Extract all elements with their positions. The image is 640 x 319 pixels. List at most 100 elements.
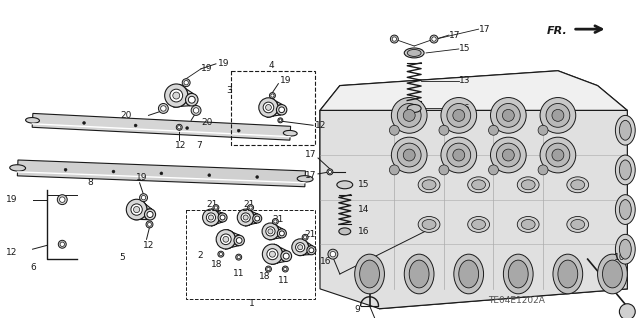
Polygon shape [320, 71, 627, 309]
Circle shape [220, 253, 223, 256]
Ellipse shape [616, 155, 636, 185]
Ellipse shape [620, 160, 631, 180]
Text: 21: 21 [304, 230, 316, 239]
Circle shape [281, 251, 292, 262]
Circle shape [182, 79, 190, 87]
Circle shape [284, 267, 287, 271]
Circle shape [184, 80, 188, 85]
Circle shape [253, 214, 262, 223]
Circle shape [170, 89, 182, 102]
Circle shape [83, 122, 86, 124]
Text: 16: 16 [320, 256, 332, 266]
Circle shape [552, 149, 564, 161]
Circle shape [203, 209, 220, 226]
Ellipse shape [409, 260, 429, 288]
Circle shape [214, 206, 218, 209]
Circle shape [218, 251, 224, 257]
Text: TE04E1202A: TE04E1202A [488, 296, 545, 305]
Circle shape [620, 304, 636, 319]
Text: 7: 7 [196, 141, 202, 150]
Circle shape [328, 249, 338, 259]
Ellipse shape [337, 181, 353, 189]
Ellipse shape [553, 254, 582, 294]
Circle shape [453, 109, 465, 121]
Text: 14: 14 [358, 205, 369, 214]
Circle shape [266, 227, 275, 236]
Text: 8: 8 [87, 178, 93, 187]
Polygon shape [271, 244, 287, 264]
Circle shape [432, 37, 436, 41]
Text: 16: 16 [459, 104, 470, 113]
Circle shape [145, 209, 156, 220]
Circle shape [490, 98, 526, 133]
Ellipse shape [404, 254, 434, 294]
Circle shape [441, 98, 477, 133]
Polygon shape [298, 239, 312, 256]
Circle shape [271, 94, 274, 97]
Text: 17: 17 [305, 150, 317, 159]
Circle shape [392, 37, 397, 41]
Circle shape [392, 98, 427, 133]
Ellipse shape [558, 260, 578, 288]
Circle shape [267, 249, 278, 260]
Circle shape [193, 108, 199, 113]
Circle shape [488, 165, 499, 175]
Ellipse shape [454, 254, 484, 294]
Ellipse shape [407, 105, 421, 112]
Circle shape [262, 223, 279, 240]
Circle shape [218, 213, 227, 222]
Text: 20: 20 [201, 118, 212, 127]
Circle shape [292, 239, 308, 256]
Circle shape [546, 143, 570, 167]
Text: 12: 12 [315, 121, 326, 130]
Text: 11: 11 [233, 270, 244, 278]
Circle shape [276, 105, 287, 115]
Circle shape [237, 129, 240, 132]
Ellipse shape [620, 239, 631, 259]
Text: 19: 19 [280, 76, 292, 85]
Circle shape [298, 245, 303, 250]
Circle shape [243, 215, 248, 220]
Circle shape [403, 149, 415, 161]
Circle shape [282, 266, 288, 272]
Circle shape [256, 175, 259, 179]
Circle shape [279, 119, 282, 122]
Polygon shape [133, 200, 152, 220]
Ellipse shape [418, 217, 440, 232]
Circle shape [502, 149, 515, 161]
Circle shape [497, 103, 520, 127]
Ellipse shape [422, 180, 436, 190]
Circle shape [284, 253, 289, 259]
Polygon shape [320, 110, 627, 309]
Text: 16: 16 [358, 227, 369, 236]
Ellipse shape [504, 254, 533, 294]
Text: 21: 21 [244, 200, 255, 209]
Circle shape [540, 98, 576, 133]
Circle shape [248, 204, 253, 211]
Circle shape [267, 267, 270, 271]
Circle shape [60, 197, 65, 202]
Circle shape [502, 109, 515, 121]
Text: 12: 12 [6, 248, 18, 257]
Circle shape [263, 102, 274, 113]
Circle shape [64, 168, 67, 171]
Ellipse shape [459, 260, 479, 288]
Circle shape [430, 35, 438, 43]
Ellipse shape [297, 176, 313, 182]
Circle shape [490, 137, 526, 173]
Ellipse shape [616, 115, 636, 145]
Text: 21: 21 [206, 200, 218, 209]
Circle shape [488, 125, 499, 135]
Circle shape [497, 143, 520, 167]
Circle shape [274, 220, 277, 223]
Text: 13: 13 [459, 76, 470, 85]
Circle shape [58, 240, 66, 248]
Circle shape [389, 125, 399, 135]
Circle shape [255, 216, 260, 221]
Ellipse shape [404, 48, 424, 58]
Polygon shape [211, 209, 223, 226]
Circle shape [220, 215, 225, 220]
Ellipse shape [602, 260, 622, 288]
Circle shape [161, 106, 166, 111]
Circle shape [397, 103, 421, 127]
